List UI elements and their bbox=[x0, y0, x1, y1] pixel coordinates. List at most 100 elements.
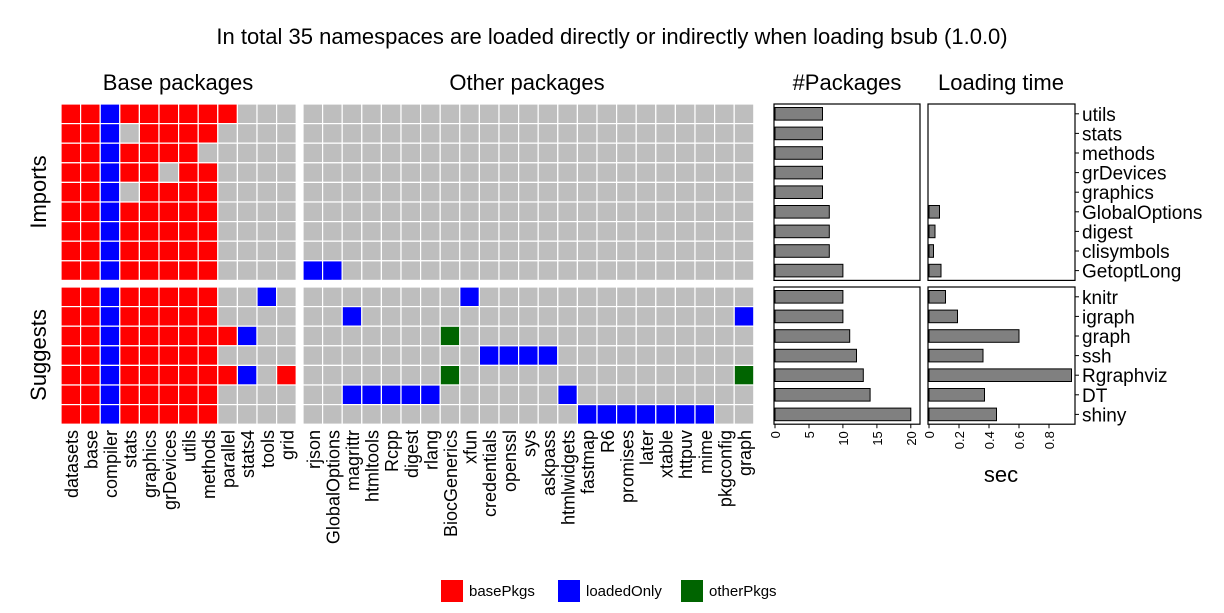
imports-other-cell bbox=[655, 221, 676, 242]
imports-other-cell bbox=[498, 240, 520, 262]
imports-base-cell bbox=[119, 201, 141, 223]
suggests-base-cell bbox=[119, 345, 141, 366]
imports-other-cell bbox=[498, 260, 520, 281]
imports-other-cell bbox=[733, 260, 755, 281]
imports-base-cell bbox=[236, 181, 258, 203]
base-column-label: graphics bbox=[140, 430, 160, 498]
imports-other-cell bbox=[420, 162, 441, 184]
imports-other-cell bbox=[498, 103, 520, 125]
suggests-other-cell bbox=[733, 325, 755, 347]
imports-base-cell bbox=[158, 162, 180, 184]
suggests-row-label: graph bbox=[1082, 327, 1131, 348]
suggests-other-cell bbox=[517, 306, 539, 327]
loading-axis-tick-label: 0.2 bbox=[952, 431, 967, 449]
suggests-other-cell bbox=[576, 345, 598, 366]
imports-base-cell bbox=[99, 201, 121, 223]
suggests-base-cell bbox=[236, 345, 258, 366]
suggests-other-cell bbox=[322, 325, 343, 347]
suggests-other-cell bbox=[537, 286, 559, 308]
imports-other-cell bbox=[537, 240, 559, 262]
imports-base-cell bbox=[60, 201, 82, 223]
imports-other-cell bbox=[517, 103, 539, 125]
suggests-other-cell bbox=[576, 286, 598, 308]
base-column-label: utils bbox=[179, 430, 199, 462]
imports-base-cell bbox=[236, 103, 258, 125]
imports-other-cell bbox=[478, 122, 500, 144]
imports-other-cell bbox=[694, 260, 716, 281]
suggests-other-cell bbox=[694, 345, 716, 366]
suggests-base-cell bbox=[178, 325, 199, 347]
legend-swatch-loadedOnly bbox=[558, 580, 580, 602]
imports-base-cell bbox=[236, 142, 258, 164]
npackages-axis-tick-label: 5 bbox=[802, 431, 817, 438]
suggests-base-cell bbox=[79, 306, 101, 327]
suggests-other-cell bbox=[498, 364, 520, 386]
imports-other-cell bbox=[380, 260, 402, 281]
imports-other-cell bbox=[322, 103, 343, 125]
imports-base-cell bbox=[197, 103, 219, 125]
imports-other-cell bbox=[655, 260, 676, 281]
imports-other-cell bbox=[478, 103, 500, 125]
imports-other-cell bbox=[733, 181, 755, 203]
suggests-other-cell bbox=[341, 404, 363, 425]
imports-other-cell bbox=[302, 122, 324, 144]
imports-base-cell bbox=[60, 122, 82, 144]
suggests-row-label: DT bbox=[1082, 386, 1108, 407]
suggests-other-cell bbox=[380, 384, 402, 406]
imports-base-cell bbox=[60, 162, 82, 184]
base-column-label: stats bbox=[121, 430, 141, 468]
imports-other-cell bbox=[615, 103, 637, 125]
imports-base-cell bbox=[256, 221, 278, 242]
imports-other-cell bbox=[557, 103, 578, 125]
npackages-suggests-bar bbox=[774, 407, 912, 422]
imports-other-cell bbox=[400, 142, 422, 164]
suggests-other-cell bbox=[322, 286, 343, 308]
suggests-base-cell bbox=[99, 384, 121, 406]
imports-base-cell bbox=[178, 162, 199, 184]
imports-base-cell bbox=[60, 142, 82, 164]
imports-other-cell bbox=[498, 221, 520, 242]
imports-base-cell bbox=[99, 122, 121, 144]
suggests-base-cell bbox=[99, 345, 121, 366]
legend-swatch-otherPkgs bbox=[681, 580, 703, 602]
suggests-other-cell bbox=[596, 286, 618, 308]
imports-other-cell bbox=[322, 201, 343, 223]
suggests-other-cell bbox=[459, 286, 480, 308]
imports-other-cell bbox=[733, 142, 755, 164]
imports-other-cell bbox=[576, 162, 598, 184]
legend-label-basePkgs: basePkgs bbox=[469, 583, 535, 600]
imports-other-cell bbox=[733, 240, 755, 262]
imports-other-cell bbox=[380, 122, 402, 144]
suggests-other-cell bbox=[596, 364, 618, 386]
imports-other-cell bbox=[674, 221, 696, 242]
imports-other-cell bbox=[400, 103, 422, 125]
imports-base-cell bbox=[197, 122, 219, 144]
suggests-other-cell bbox=[361, 345, 382, 366]
suggests-other-cell bbox=[322, 404, 343, 425]
npackages-imports-bar bbox=[774, 107, 823, 121]
imports-other-cell bbox=[380, 181, 402, 203]
panel-title-npackages: #Packages bbox=[793, 70, 902, 95]
imports-other-cell bbox=[557, 260, 578, 281]
suggests-base-cell bbox=[79, 345, 101, 366]
imports-other-cell bbox=[420, 103, 441, 125]
imports-other-cell bbox=[400, 181, 422, 203]
imports-other-cell bbox=[557, 221, 578, 242]
imports-other-cell bbox=[439, 142, 461, 164]
suggests-row-label: Rgraphviz bbox=[1082, 366, 1168, 387]
suggests-other-cell bbox=[478, 345, 500, 366]
imports-base-cell bbox=[178, 103, 199, 125]
suggests-other-cell bbox=[478, 325, 500, 347]
imports-other-cell bbox=[341, 122, 363, 144]
imports-base-cell bbox=[158, 201, 180, 223]
other-column-label: later bbox=[637, 430, 657, 465]
suggests-other-cell bbox=[420, 345, 441, 366]
imports-base-cell bbox=[236, 221, 258, 242]
imports-other-cell bbox=[322, 142, 343, 164]
suggests-base-cell bbox=[119, 325, 141, 347]
suggests-other-cell bbox=[674, 286, 696, 308]
base-column-label: compiler bbox=[101, 430, 121, 498]
suggests-other-cell bbox=[713, 384, 735, 406]
imports-other-cell bbox=[537, 162, 559, 184]
imports-other-cell bbox=[576, 260, 598, 281]
